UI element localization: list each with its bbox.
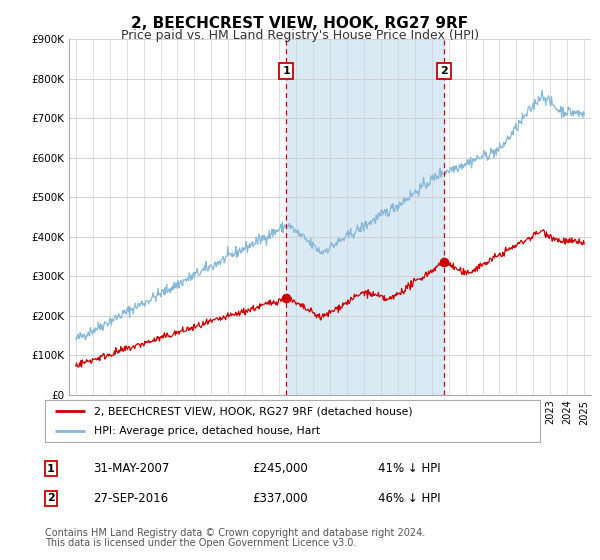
Text: 2: 2	[47, 493, 55, 503]
Text: 46% ↓ HPI: 46% ↓ HPI	[378, 492, 440, 505]
Text: 1: 1	[283, 66, 290, 76]
Bar	[286, 39, 445, 395]
Text: Contains HM Land Registry data © Crown copyright and database right 2024.: Contains HM Land Registry data © Crown c…	[45, 528, 425, 538]
Text: 41% ↓ HPI: 41% ↓ HPI	[378, 462, 440, 475]
Text: Price paid vs. HM Land Registry's House Price Index (HPI): Price paid vs. HM Land Registry's House …	[121, 29, 479, 42]
Text: 1: 1	[47, 464, 55, 474]
Text: 2, BEECHCREST VIEW, HOOK, RG27 9RF: 2, BEECHCREST VIEW, HOOK, RG27 9RF	[131, 16, 469, 31]
Text: 31-MAY-2007: 31-MAY-2007	[93, 462, 169, 475]
Text: This data is licensed under the Open Government Licence v3.0.: This data is licensed under the Open Gov…	[45, 538, 356, 548]
Text: £337,000: £337,000	[252, 492, 308, 505]
Text: 2, BEECHCREST VIEW, HOOK, RG27 9RF (detached house): 2, BEECHCREST VIEW, HOOK, RG27 9RF (deta…	[95, 407, 413, 416]
Text: HPI: Average price, detached house, Hart: HPI: Average price, detached house, Hart	[95, 427, 320, 436]
Text: 2: 2	[440, 66, 448, 76]
Text: £245,000: £245,000	[252, 462, 308, 475]
Text: 27-SEP-2016: 27-SEP-2016	[93, 492, 168, 505]
